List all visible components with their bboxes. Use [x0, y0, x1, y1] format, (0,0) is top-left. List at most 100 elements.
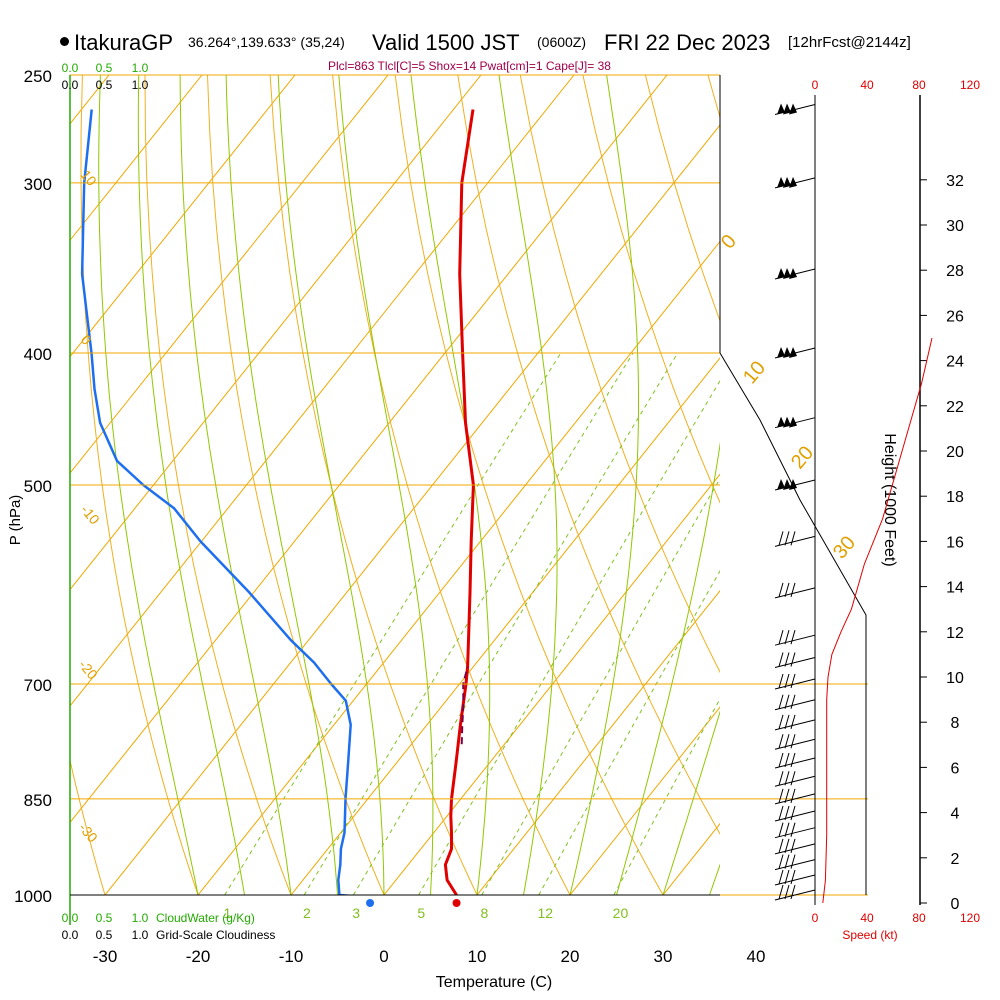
wind-barb: [774, 652, 816, 668]
wind-barb-staff: [774, 874, 816, 886]
dry-adiabat-label: 0: [717, 231, 741, 254]
parcel-line: [460, 666, 469, 745]
mixing-ratio-label: 1: [223, 905, 231, 921]
dry-adiabat: [582, 75, 720, 504]
cloudwater-label: CloudWater (g/Kg): [156, 911, 255, 925]
plot-area: [70, 75, 1000, 895]
wind-barb-feather: [784, 752, 790, 768]
pressure-tick-label: 400: [24, 345, 52, 364]
mixing-ratio-label: 2: [303, 905, 311, 921]
cloudiness-tick-top: 1.0: [132, 78, 149, 92]
speed-tick-bottom: 80: [912, 911, 926, 925]
x-axis-label: Temperature (C): [436, 974, 552, 991]
cloudwater-tick-top: 0.5: [96, 61, 113, 75]
moist-adiabat: [137, 75, 245, 895]
speed-tick-top: 40: [860, 78, 874, 92]
wind-barb-staff: [774, 738, 816, 750]
isotherm-line: [70, 75, 389, 474]
pressure-tick-label: 850: [24, 791, 52, 810]
mixing-ratio-label: 5: [417, 905, 425, 921]
height-tick-label: 28: [946, 263, 964, 280]
mixing-ratio-line: [224, 352, 562, 895]
height-tick-label: 12: [946, 625, 964, 642]
x-tick-label: 20: [561, 947, 580, 966]
height-tick-label: 4: [951, 806, 960, 823]
wind-barb: [774, 176, 816, 189]
dry-adiabat: [519, 75, 720, 674]
x-tick-label: -20: [186, 947, 211, 966]
wind-barb-flag: [777, 347, 785, 359]
site-coordinates: 36.264°,139.633° (35,24): [188, 34, 345, 50]
wind-barb-feather: [778, 652, 784, 667]
wind-barb-staff: [774, 587, 816, 599]
speed-tick-top: 120: [960, 78, 980, 92]
cloudwater-tick-bottom: 1.0: [132, 911, 149, 925]
wind-barb-feather: [784, 869, 790, 885]
wind-barb-feather: [790, 884, 796, 900]
y-axis-label: P (hPa): [7, 495, 24, 546]
wind-barb-staff: [774, 719, 816, 731]
wind-barb-staff: [774, 775, 816, 787]
wind-barb-feather: [790, 652, 796, 667]
wind-barb-feather: [790, 838, 796, 854]
wind-barb-staff: [774, 843, 816, 855]
pressure-tick-label: 700: [24, 676, 52, 695]
dry-adiabat: [332, 75, 571, 895]
wind-barb-feather: [778, 788, 784, 804]
moist-adiabat: [98, 75, 199, 895]
wind-barb-feather: [778, 734, 784, 749]
cloudwater-tick-bottom: 0.0: [62, 911, 79, 925]
wind-barb-flag: [783, 176, 791, 188]
wind-barb-feather: [778, 630, 784, 645]
dry-adiabat: [833, 75, 1000, 895]
moist-adiabat: [277, 75, 385, 895]
wind-barb-feather: [784, 694, 790, 709]
x-tick-label: 30: [654, 947, 673, 966]
wind-barb-feather: [790, 854, 796, 869]
height-tick-label: 6: [951, 760, 960, 777]
mixing-ratio-line: [352, 352, 679, 895]
dry-adiabat: [457, 75, 720, 835]
wind-barb-flag: [777, 479, 785, 490]
cloudiness-label: Grid-Scale Cloudiness: [156, 928, 275, 942]
wind-barb: [774, 884, 816, 901]
wind-barb: [774, 838, 816, 855]
dry-adiabat: [394, 75, 664, 895]
valid-time: Valid 1500 JST: [372, 30, 520, 55]
wind-barb-feather: [784, 805, 790, 821]
wind-barb-feather: [790, 734, 796, 749]
wind-barb-staff: [774, 535, 816, 547]
isotherm-label: 0: [78, 332, 95, 348]
speed-tick-bottom: 40: [860, 911, 874, 925]
wind-barb: [774, 479, 816, 491]
wind-barb-feather: [784, 531, 790, 546]
wind-barb-feather: [790, 771, 796, 786]
isotherm-label: -30: [76, 820, 101, 846]
x-tick-label: 10: [468, 947, 487, 966]
tropopause-outline: [719, 352, 867, 895]
wind-barb: [774, 694, 816, 711]
wind-barb-staff: [774, 889, 816, 901]
wind-barb-staff: [774, 678, 816, 690]
temperature-line: [443, 109, 475, 895]
wind-barb: [774, 869, 816, 886]
dry-adiabat-label: 20: [787, 442, 818, 473]
surface-temperature-marker: [452, 899, 461, 907]
mixing-ratio-label: 12: [538, 905, 554, 921]
mixing-ratio-label: 20: [613, 905, 629, 921]
wind-barb-feather: [778, 805, 784, 821]
x-tick-label: 0: [379, 947, 388, 966]
wind-barb-feather: [790, 714, 796, 729]
wind-barb-flag: [777, 268, 785, 280]
wind-barb-feather: [778, 673, 784, 689]
moist-adiabat: [225, 75, 338, 895]
surface-dewpoint-marker: [366, 899, 375, 907]
height-tick-label: 22: [946, 399, 964, 416]
dry-adiabat: [144, 75, 292, 895]
pressure-tick-label: 500: [24, 477, 52, 496]
wind-barb-flag: [783, 416, 791, 428]
height-tick-label: 20: [946, 444, 964, 461]
wind-barb-feather: [790, 752, 796, 768]
wind-barb: [774, 822, 816, 839]
